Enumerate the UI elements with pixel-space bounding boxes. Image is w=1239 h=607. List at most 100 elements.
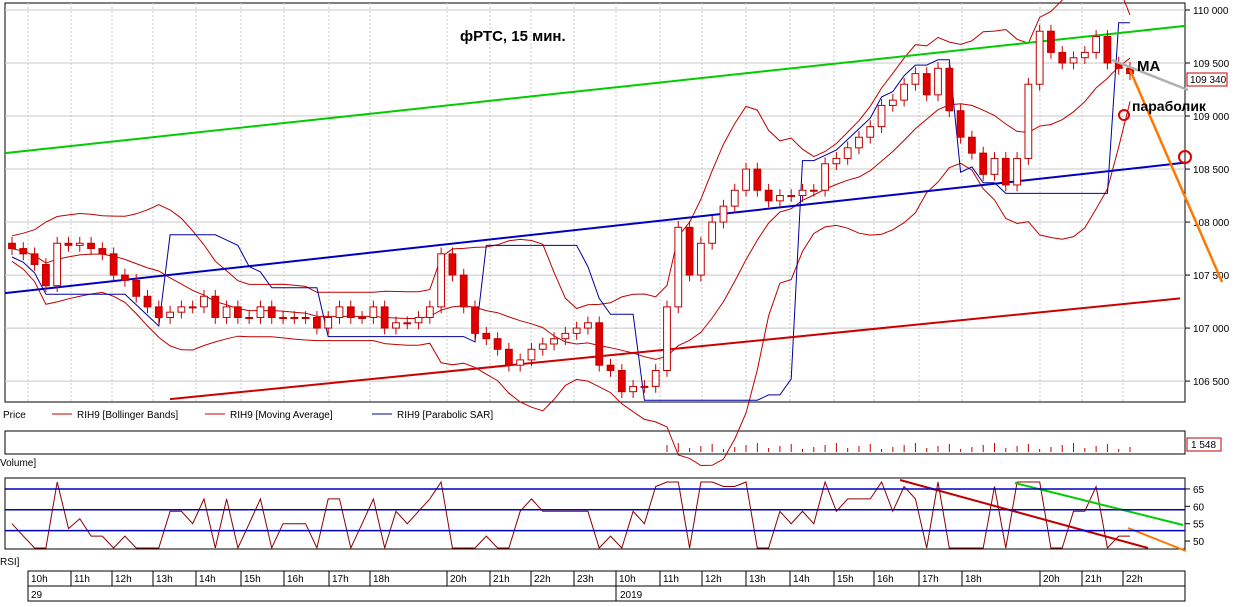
candle — [900, 77, 909, 107]
candle — [922, 67, 931, 102]
moving-average-line — [11, 57, 1131, 360]
upper-channel-line — [4, 24, 1186, 155]
candle-down — [459, 274, 468, 308]
candle-up — [1092, 36, 1101, 53]
volume-last-value: 1 548 — [1191, 440, 1216, 451]
candle — [753, 162, 762, 197]
ma-label: MA — [1137, 58, 1160, 75]
time-grid — [27, 3, 1124, 402]
candle — [888, 93, 897, 112]
time-tick-label: 22h — [1126, 574, 1143, 585]
candle — [685, 220, 694, 282]
candle — [651, 364, 660, 393]
candle — [403, 316, 412, 330]
time-tick-label: 17h — [922, 574, 939, 585]
candle-down — [380, 306, 389, 329]
candle-down — [98, 248, 107, 255]
candle — [1080, 46, 1089, 65]
candle — [8, 236, 16, 255]
candle — [358, 311, 366, 324]
candle — [584, 316, 592, 335]
candle — [313, 311, 321, 335]
candle — [572, 321, 581, 340]
candle-down — [109, 253, 118, 276]
parabolic-sar — [11, 22, 1130, 401]
candle-up — [640, 385, 649, 388]
time-tick-label: 16h — [287, 574, 304, 585]
time-tick-label: 22h — [534, 574, 551, 585]
candle-down — [1047, 30, 1055, 53]
candle — [617, 364, 626, 399]
candle — [516, 353, 525, 372]
candle — [482, 327, 491, 346]
candle-up — [392, 322, 400, 329]
candle — [369, 300, 378, 324]
candle-down — [143, 295, 152, 308]
candle-up — [900, 83, 909, 101]
candle-up — [855, 136, 863, 149]
candle — [346, 300, 355, 324]
candle — [809, 183, 818, 197]
candle — [979, 146, 988, 181]
price-tick-label: 110 000 — [1193, 6, 1229, 17]
candle — [945, 61, 954, 118]
price-axis: 106 500 107 000 107 500 108 000 108 500 109 0… — [1185, 6, 1230, 388]
candle — [696, 236, 705, 282]
legend-bollinger: RIH9 [Bollinger Bands] — [52, 410, 178, 421]
candle — [301, 311, 310, 324]
candle-down — [493, 338, 502, 350]
candle-up — [177, 306, 186, 313]
chart-annotations — [1111, 58, 1224, 283]
candle-up — [1013, 157, 1021, 186]
candle — [742, 162, 750, 197]
candle-up — [403, 322, 412, 325]
time-tick-label: 15h — [837, 574, 854, 585]
price-tick-label: 109 500 — [1193, 59, 1230, 70]
candle-up — [663, 306, 671, 371]
volume-pane[interactable] — [4, 430, 1186, 455]
candle — [1047, 24, 1055, 59]
candle — [256, 300, 265, 324]
rsi-panel-label: RSI] — [0, 557, 20, 568]
trend-channels — [4, 24, 1186, 401]
candle-down — [1058, 51, 1067, 64]
candle — [75, 236, 84, 252]
candle-down — [617, 369, 626, 393]
price-tick-label: 106 500 — [1193, 377, 1230, 388]
candle-down — [19, 248, 28, 255]
moving-average — [11, 57, 1131, 360]
rsi-forecast — [1127, 527, 1187, 552]
candle — [843, 141, 852, 165]
price-tick-label: 108 000 — [1193, 218, 1230, 229]
time-tick-label: 14h — [199, 574, 216, 585]
candle — [730, 183, 739, 213]
candle — [1092, 30, 1101, 59]
candle-up — [843, 147, 852, 159]
time-tick-label: 23h — [577, 574, 594, 585]
candle-up — [222, 306, 231, 318]
time-tick-label: 17h — [332, 574, 349, 585]
bollinger-lower — [11, 101, 1131, 467]
candle — [1103, 30, 1112, 70]
candle — [471, 300, 479, 340]
candle-up — [787, 195, 796, 198]
time-tick-label: 11h — [74, 574, 90, 585]
candle — [425, 300, 434, 324]
candle-down — [1103, 36, 1112, 64]
rsi-line — [11, 479, 1187, 552]
rsi-pane[interactable] — [4, 477, 1186, 550]
candle — [527, 342, 536, 367]
candle — [832, 152, 841, 171]
time-tick-label: 11h — [663, 574, 679, 585]
candle-up — [742, 168, 750, 191]
price-pane[interactable] — [4, 2, 1186, 403]
candle-up — [369, 306, 378, 318]
candle-up — [584, 322, 592, 329]
rsi-axis: 50 55 60 65 — [5, 485, 1205, 548]
rsi-series — [11, 480, 1130, 550]
candle — [1058, 46, 1067, 70]
candle — [606, 358, 615, 377]
candle-down — [41, 263, 50, 287]
candle — [629, 380, 637, 399]
candle-up — [188, 306, 197, 309]
